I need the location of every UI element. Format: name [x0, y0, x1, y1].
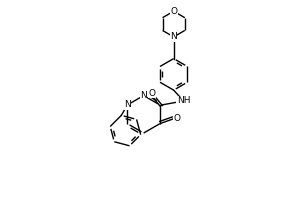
Text: N: N — [170, 32, 177, 41]
Text: N: N — [140, 91, 147, 100]
Text: O: O — [170, 7, 177, 16]
Text: O: O — [148, 89, 155, 98]
Text: NH: NH — [177, 96, 190, 105]
Text: O: O — [173, 114, 180, 123]
Text: N: N — [124, 100, 131, 109]
